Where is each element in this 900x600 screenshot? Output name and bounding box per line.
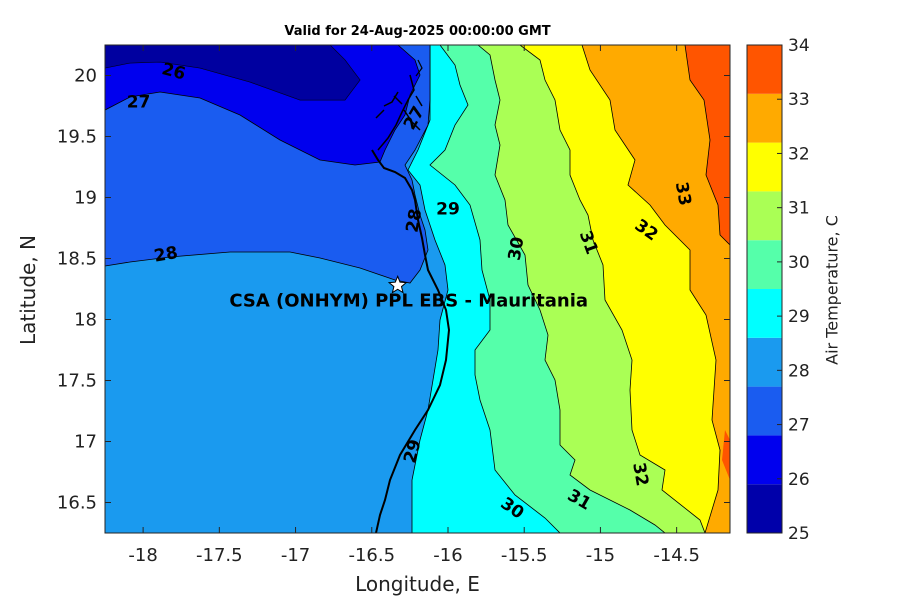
colorbar-segment xyxy=(747,484,782,533)
plot-area xyxy=(105,45,730,533)
y-ticks: 16.5 17 17.5 18 18.5 19 19.5 20 xyxy=(57,66,730,514)
contour-label: 28 xyxy=(403,207,427,234)
colorbar-tick-label: 33 xyxy=(788,90,810,110)
colorbar: 25 26 27 28 29 30 31 32 33 34 xyxy=(746,36,810,544)
x-ticks: -18 -17.5 -17 -16.5 -16 -15.5 -15 -14.5 xyxy=(128,45,700,566)
colorbar-tick-label: 31 xyxy=(788,199,810,219)
colorbar-segment xyxy=(747,240,782,289)
colorbar-segment xyxy=(747,142,782,192)
colorbar-tick-label: 30 xyxy=(788,253,810,273)
x-tick-label: -16.5 xyxy=(348,545,395,566)
colorbar-segment xyxy=(747,435,782,485)
y-tick-label: 19 xyxy=(74,188,97,209)
colorbar-tick-label: 32 xyxy=(788,144,810,164)
x-tick-label: -15 xyxy=(586,545,615,566)
contour-label: 28 xyxy=(153,243,180,267)
x-tick-label: -15.5 xyxy=(501,545,548,566)
y-tick-label: 17 xyxy=(74,432,97,453)
contour-label: 33 xyxy=(671,180,695,207)
y-tick-label: 19.5 xyxy=(57,127,97,148)
band-cold-core xyxy=(105,45,360,100)
x-tick-label: -17.5 xyxy=(196,545,243,566)
colorbar-tick-label: 28 xyxy=(788,361,810,381)
site-star-icon xyxy=(387,274,408,294)
y-tick-label: 18.5 xyxy=(57,249,97,270)
x-tick-label: -18 xyxy=(128,545,157,566)
banc-arguin-islands xyxy=(375,74,423,151)
plot-frame xyxy=(104,44,731,534)
colorbar-tick-label: 34 xyxy=(788,36,810,56)
colorbar-segment xyxy=(747,45,782,94)
y-tick-label: 17.5 xyxy=(57,371,97,392)
site-label: CSA (ONHYM) PPL EBS - Mauritania xyxy=(229,290,588,311)
y-tick-label: 16.5 xyxy=(57,493,97,514)
x-axis-label: Longitude, E xyxy=(355,572,480,596)
colorbar-segment xyxy=(747,337,782,387)
site-marker-group: CSA (ONHYM) PPL EBS - Mauritania xyxy=(229,274,588,311)
colorbar-tick-label: 29 xyxy=(788,307,810,327)
contour-label: 27 xyxy=(127,92,151,112)
colorbar-tick-label: 27 xyxy=(788,416,810,436)
contour-label: 30 xyxy=(505,235,529,262)
chart-title: Valid for 24-Aug-2025 00:00:00 GMT xyxy=(284,24,551,39)
colorbar-segment xyxy=(747,93,782,143)
x-tick-label: -17 xyxy=(281,545,310,566)
x-tick-label: -14.5 xyxy=(653,545,700,566)
island-outline xyxy=(415,59,423,77)
colorbar-tick-label: 26 xyxy=(788,470,810,490)
colorbar-segment xyxy=(747,191,782,241)
contour-label: 32 xyxy=(628,461,652,488)
y-tick-label: 20 xyxy=(74,66,97,87)
colorbar-tick-label: 25 xyxy=(788,524,810,544)
contour-label: 29 xyxy=(436,200,460,220)
y-tick-label: 18 xyxy=(74,310,97,331)
colorbar-segment xyxy=(747,289,782,338)
x-tick-label: -16 xyxy=(433,545,462,566)
coastline xyxy=(371,149,451,533)
band-33-34-patch xyxy=(722,430,730,480)
colorbar-segment xyxy=(747,386,782,436)
colorbar-frame xyxy=(746,44,783,534)
